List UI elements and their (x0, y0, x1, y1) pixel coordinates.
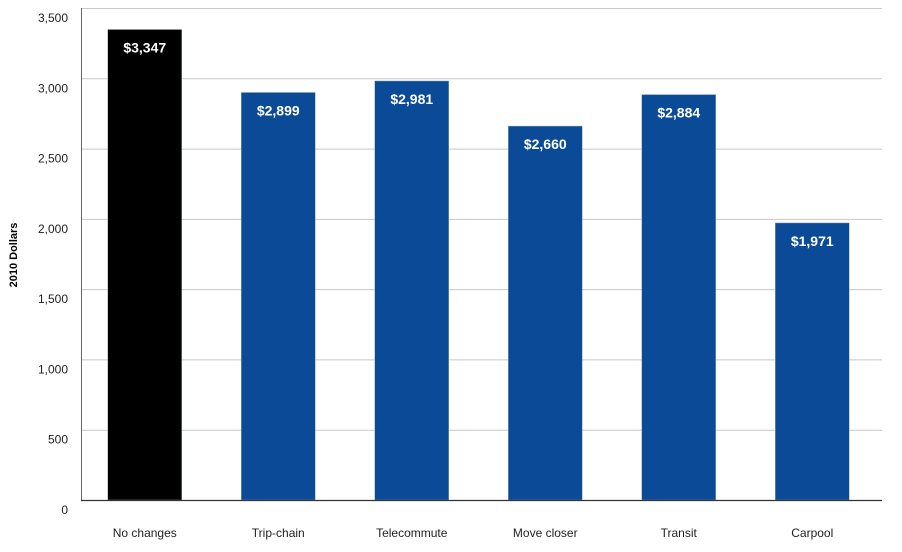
bar (241, 92, 316, 501)
data-label: $1,971 (791, 233, 834, 249)
category-label: Transit (661, 526, 698, 540)
bar (508, 125, 583, 501)
data-label: $2,981 (390, 91, 433, 107)
data-label: $2,660 (524, 136, 567, 152)
bar (641, 94, 716, 501)
y-tick-label: 3,000 (38, 81, 68, 95)
y-tick-label: 500 (48, 433, 68, 447)
category-label: Trip-chain (252, 526, 305, 540)
category-label: Carpool (791, 526, 833, 540)
data-label: $3,347 (123, 40, 166, 56)
category-label: No changes (113, 526, 177, 540)
data-label: $2,899 (257, 102, 300, 118)
bar (374, 80, 449, 501)
data-label: $2,884 (657, 105, 700, 121)
y-tick-label: 2,000 (38, 222, 68, 236)
y-axis-label: 2010 Dollars (8, 223, 20, 288)
y-tick-label: 0 (61, 503, 68, 517)
y-tick-label: 1,500 (38, 292, 68, 306)
category-label: Telecommute (376, 526, 448, 540)
category-label: Move closer (513, 526, 578, 540)
y-tick-label: 3,500 (38, 11, 68, 25)
y-tick-label: 2,500 (38, 152, 68, 166)
bar (775, 222, 850, 501)
y-tick-label: 1,000 (38, 362, 68, 376)
bar (107, 29, 182, 501)
